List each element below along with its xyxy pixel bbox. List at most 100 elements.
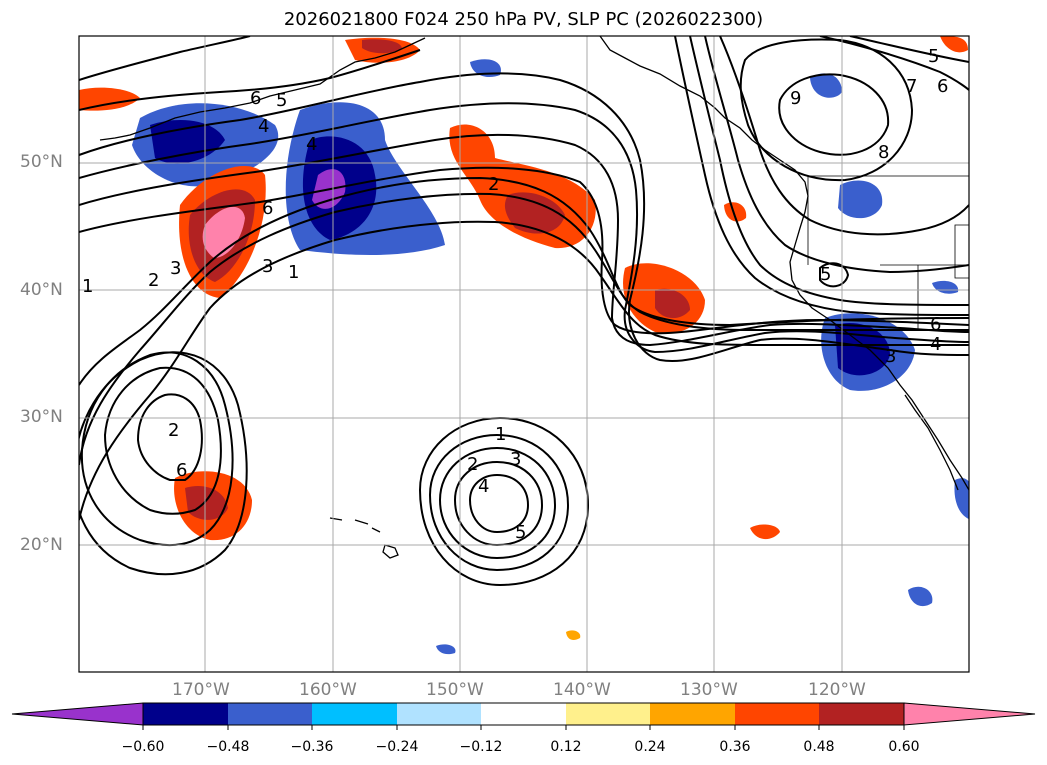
map-frame (78, 35, 970, 673)
colorbar-tick-label: 0.48 (803, 739, 835, 755)
contour-label: 4 (478, 476, 489, 497)
contour-label: 1 (288, 262, 299, 283)
pv-pos-region-7 (655, 288, 690, 319)
colorbar-segment (312, 703, 397, 725)
colorbar-tick-label: −0.24 (375, 739, 419, 755)
pv-pos-region-15 (940, 36, 968, 53)
slp-ridge-4 (719, 36, 969, 236)
pv-pos-region-14 (750, 524, 780, 540)
lon-label-120w: 120°W (808, 680, 866, 700)
lon-label-150w: 150°W (426, 680, 484, 700)
contour-label: 4 (258, 116, 269, 137)
slp-trough-3 (80, 351, 234, 547)
contour-labels: 6 5 4 4 2 3 1 2 3 1 6 6 2 1 2 3 4 5 9 7 … (82, 46, 948, 543)
lat-label-50n: 50°N (20, 152, 63, 172)
lon-label-140w: 140°W (553, 680, 611, 700)
slp-contour-a1 (79, 72, 969, 362)
colorbar-tick-label: 0.36 (719, 739, 751, 755)
colorbar-segment (228, 703, 312, 725)
contour-label: 2 (148, 270, 159, 291)
pv-pos-region-5 (504, 192, 565, 234)
hawaii-islands (329, 517, 399, 559)
colorbar-tick-label: 0.60 (888, 739, 920, 755)
slp-local-1 (819, 262, 850, 288)
contour-label: 4 (306, 134, 317, 155)
contour-label: 6 (176, 460, 187, 481)
contour-label: 2 (488, 174, 499, 195)
slp-contour-a5 (79, 176, 969, 386)
slp-contour-b2 (79, 220, 969, 521)
slp-trough-2 (103, 366, 222, 515)
baja-coast (904, 394, 959, 491)
slp-contour-b1 (79, 192, 969, 466)
contour-label: 3 (262, 256, 273, 277)
pv-neg-region-7 (810, 73, 842, 98)
north-america-coast (599, 36, 969, 491)
slp-low-1 (468, 473, 530, 534)
contour-label: 3 (510, 449, 521, 470)
contour-label: 6 (937, 76, 948, 97)
colorbar-left-extension (11, 702, 144, 726)
contour-label: 5 (276, 90, 287, 111)
pv-pos-region-16 (566, 630, 581, 640)
slp-low-5 (418, 416, 590, 587)
pv-pos-region-13 (724, 202, 747, 222)
contour-label: 5 (515, 522, 526, 543)
slp-ridge-2 (674, 36, 969, 316)
lon-label-130w: 130°W (680, 680, 738, 700)
contour-label: 5 (928, 46, 939, 67)
slp-ridge-3 (704, 36, 969, 274)
colorbar-tick-label: 0.24 (634, 739, 666, 755)
colorbar-segment (143, 703, 228, 725)
contour-label: 9 (790, 88, 801, 109)
contour-label: 6 (262, 198, 273, 219)
slp-contour-a4 (79, 166, 969, 335)
pv-pos-region-12 (79, 87, 140, 111)
lat-label-30n: 30°N (20, 407, 63, 427)
contour-label: 3 (170, 258, 181, 279)
slp-low-2 (453, 460, 544, 547)
colorbar-segment (819, 703, 904, 725)
contour-label: 6 (930, 314, 941, 335)
colorbar-segment (566, 703, 650, 725)
contour-label: 8 (878, 142, 889, 163)
colorbar-segment (481, 703, 566, 725)
pv-pos-region-3 (202, 206, 245, 258)
colorbar-segment (650, 703, 735, 725)
slp-low-4 (428, 433, 570, 572)
colorbar-right-extension (903, 702, 1036, 726)
lon-label-170w: 170°W (172, 680, 230, 700)
contour-label: 2 (168, 420, 179, 441)
contour-label: 4 (930, 334, 941, 355)
alaska-aleutian-coast (99, 37, 426, 141)
slp-low-3 (438, 446, 557, 560)
lat-label-40n: 40°N (20, 280, 63, 300)
colorbar-segment (397, 703, 481, 725)
colorbar-tick-label: −0.12 (459, 739, 503, 755)
slp-trough-4 (79, 351, 248, 576)
contour-label: 1 (82, 276, 93, 297)
pv-pos-region-11 (362, 39, 402, 54)
contour-label: 2 (467, 454, 478, 475)
colorbar-tick-label: −0.48 (206, 739, 250, 755)
pv-pos-region-9 (185, 486, 228, 520)
colorbar-segment (735, 703, 819, 725)
colorbar-tick-label: −0.36 (290, 739, 334, 755)
graticule (79, 36, 969, 672)
slp-nw-1 (79, 36, 251, 81)
lon-label-160w: 160°W (299, 680, 357, 700)
map-plot-area: 6 5 4 4 2 3 1 2 3 1 6 6 2 1 2 3 4 5 9 7 … (79, 36, 969, 672)
colorbar-tick-label: 0.12 (550, 739, 582, 755)
slp-trough-1 (136, 393, 203, 481)
slp-high-3 (819, 36, 969, 91)
slp-high-4 (849, 36, 969, 63)
slp-high-2 (739, 38, 914, 182)
slp-contour-a2 (79, 102, 969, 354)
map-title: 2026021800 F024 250 hPa PV, SLP PC (2026… (283, 9, 764, 30)
contour-label: 3 (885, 346, 896, 367)
contour-label: 7 (906, 76, 917, 97)
state-borders (807, 175, 969, 330)
colorbar-tick-label: −0.60 (121, 739, 165, 755)
colorbar-outline (142, 702, 905, 726)
